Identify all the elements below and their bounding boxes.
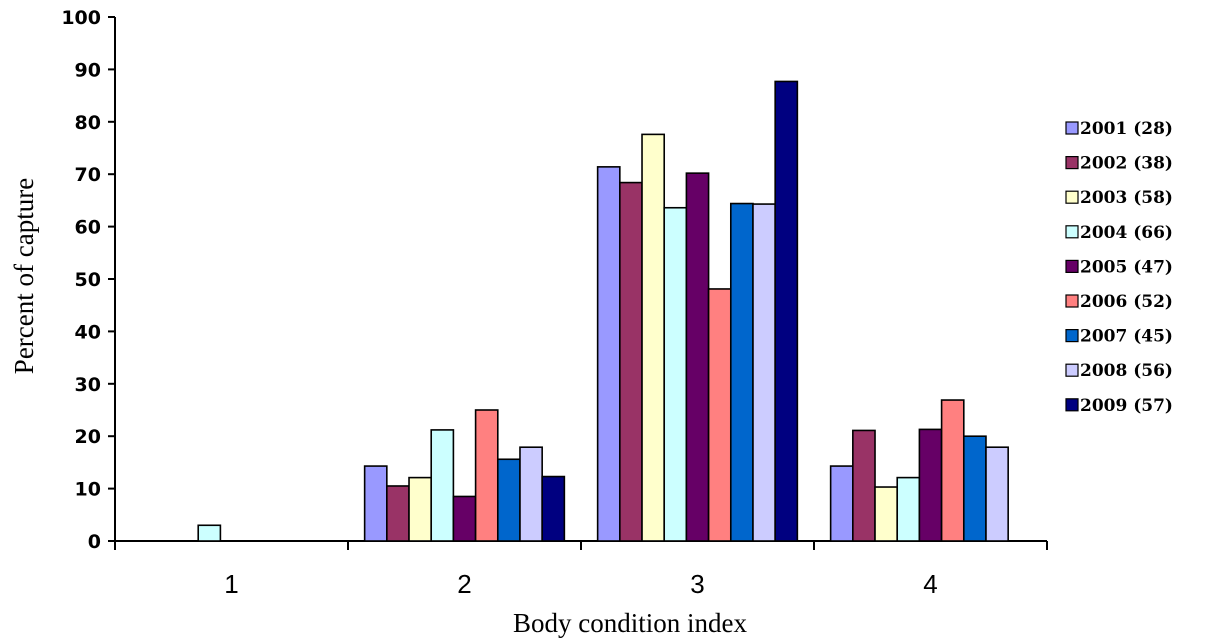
legend-swatch [1065,259,1079,273]
legend-label: 2004 (66) [1080,223,1173,243]
bars [197,80,1009,542]
legend-item: 2003 (58) [1065,188,1173,208]
legend-swatch [1065,121,1079,135]
legend-swatch [1065,363,1079,377]
bar [408,476,433,542]
y-tick-label: 60 [75,217,101,239]
bar [430,429,455,542]
x-axis-title: Body condition index [513,608,747,638]
bar [896,476,921,542]
legend-swatch [1065,190,1079,204]
legend-item: 2009 (57) [1065,396,1173,416]
bar [663,206,688,542]
legend-swatch [1065,398,1079,412]
legend-swatch [1065,156,1079,170]
legend-label: 2003 (58) [1080,188,1173,208]
legend-item: 2008 (56) [1065,361,1173,381]
y-tick-label: 0 [88,531,101,553]
bar [596,166,621,542]
y-axis-title: Percent of capture [9,178,39,374]
bar [619,181,643,542]
legend-item: 2002 (38) [1065,154,1173,174]
legend-label: 2006 (52) [1080,292,1173,312]
legend-item: 2006 (52) [1065,292,1173,312]
y-tick-label: 50 [75,269,101,291]
x-axis: 1 2 3 4 [114,540,1048,599]
bar [707,288,732,542]
y-tick-label: 10 [75,479,101,501]
legend-label: 2001 (28) [1080,119,1173,139]
bar [452,495,477,542]
y-tick-label: 30 [75,374,101,396]
bar [852,429,876,542]
bar [541,475,566,542]
legend-label: 2008 (56) [1080,361,1173,381]
bar [940,399,965,542]
y-tick-label: 40 [75,321,101,343]
y-tick-label: 70 [75,164,101,186]
bar [729,202,754,542]
legend-swatch [1065,294,1079,308]
bar [752,203,776,542]
bar [685,172,710,542]
legend-label: 2002 (38) [1080,154,1173,174]
legend-item: 2005 (47) [1065,257,1173,277]
bar [363,465,388,542]
bar [918,428,943,542]
y-tick-label: 80 [75,112,101,134]
y-tick-label: 100 [61,7,101,29]
legend: 2001 (28) 2002 (38) 2003 (58) 2004 (66) 2005… [1065,119,1173,416]
x-tick-label: 3 [690,569,704,599]
x-tick-label: 2 [457,569,471,599]
legend-item: 2004 (66) [1065,223,1173,243]
legend-label: 2007 (45) [1080,327,1173,347]
bar [197,524,222,542]
x-tick-label: 1 [224,569,238,599]
bar [496,458,521,542]
bar [985,446,1009,542]
bar [774,80,799,542]
x-tick-label: 4 [923,569,937,599]
y-tick-label: 90 [75,59,101,81]
bar [519,446,543,542]
legend-item: 2007 (45) [1065,327,1173,347]
legend-label: 2005 (47) [1080,257,1173,277]
bar [874,486,899,542]
legend-label: 2009 (57) [1080,396,1173,416]
legend-swatch [1065,329,1079,343]
y-tick-label: 20 [75,426,101,448]
bar [474,409,499,542]
y-axis: 0 10 20 30 40 50 60 70 80 90 100 [61,7,116,553]
bar [641,133,666,542]
bar [962,435,987,542]
legend-swatch [1065,225,1079,239]
bar [829,465,854,542]
bar [386,485,410,542]
legend-item: 2001 (28) [1065,119,1173,139]
